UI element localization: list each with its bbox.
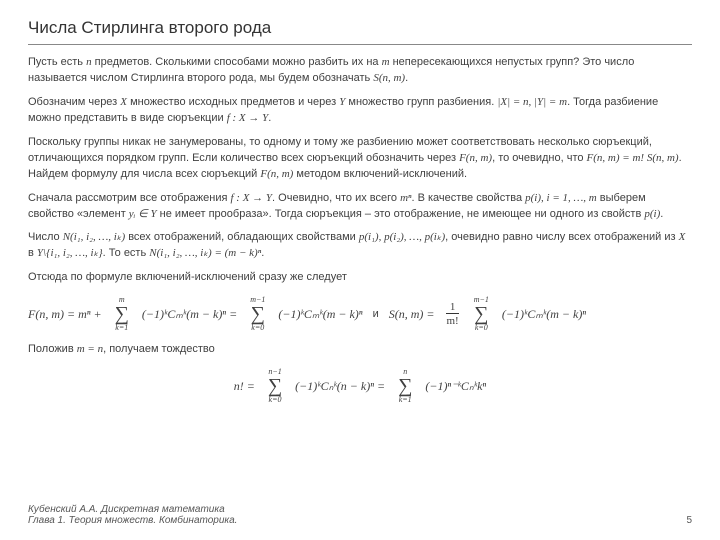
paragraph-4: Сначала рассмотрим все отображения f : X…	[28, 191, 692, 223]
math-Neq: N(i₁, i₂, …, iₖ) = (m − k)ⁿ	[149, 247, 261, 259]
formula-lhs: n! =	[234, 379, 255, 394]
text: Обозначим через	[28, 96, 120, 108]
math-mn: m = n	[77, 343, 103, 355]
paragraph-6: Отсюда по формуле включений-исключений с…	[28, 270, 692, 286]
math-f: f : X → Y	[227, 112, 269, 124]
text: , то очевидно, что	[492, 152, 586, 164]
text: .	[261, 247, 264, 259]
text: не имеет прообраза». Тогда сюръекция – э…	[157, 208, 645, 220]
sigma-icon: m−1 ∑ k=0	[474, 296, 489, 332]
sum-bot: k=0	[475, 324, 488, 332]
math-pi2: p(i)	[644, 208, 660, 220]
math-X: X	[679, 231, 686, 243]
text: методом включений-исключений.	[293, 168, 467, 180]
text: , очевидно равно числу всех отображений …	[445, 231, 678, 243]
slide: Числа Стирлинга второго рода Пусть есть …	[0, 0, 720, 540]
text: всех отображений, обладающих свойствами	[125, 231, 359, 243]
formula-row-1: F(n, m) = mⁿ + m ∑ k=1 (−1)ᵏCₘᵏ(m − k)ⁿ …	[28, 296, 692, 332]
sum-bot: k=0	[251, 324, 264, 332]
paragraph-1: Пусть есть n предметов. Сколькими способ…	[28, 55, 692, 87]
text: Положив	[28, 343, 77, 355]
math-m: m	[382, 56, 390, 68]
footer-author: Кубенский А.А. Дискретная математика	[28, 504, 237, 515]
formula-lhs: S(n, m) =	[389, 307, 435, 322]
text: Сначала рассмотрим все отображения	[28, 192, 230, 204]
text: множество групп разбиения.	[345, 96, 497, 108]
math-card: |X| = n, |Y| = m	[497, 96, 567, 108]
formula-body: (−1)ᵏCₘᵏ(m − k)ⁿ =	[142, 307, 237, 322]
text: . Очевидно, что их всего	[272, 192, 400, 204]
sigma-icon: n−1 ∑ k=0	[268, 368, 282, 404]
math-pi: p(i), i = 1, …, m	[525, 192, 597, 204]
footer-chapter: Глава 1. Теория множеств. Комбинаторика.	[28, 515, 237, 526]
frac-num: 1	[450, 301, 456, 313]
text: в	[28, 247, 37, 259]
math-S: S(n, m)	[373, 72, 405, 84]
sigma-icon: n ∑ k=1	[398, 368, 412, 404]
math-eq: F(n, m) = m! S(n, m)	[587, 152, 679, 164]
math-yi: yᵢ ∈ Y	[129, 208, 157, 220]
text: .	[405, 72, 408, 84]
paragraph-7: Положив m = n, получаем тождество	[28, 342, 692, 358]
math-F: F(n, m)	[459, 152, 492, 164]
text: . То есть	[103, 247, 150, 259]
sigma-icon: m−1 ∑ k=0	[250, 296, 265, 332]
paragraph-2: Обозначим через X множество исходных пре…	[28, 95, 692, 127]
text: .	[660, 208, 663, 220]
text: , получаем тождество	[103, 343, 215, 355]
connector-and: и	[373, 308, 379, 320]
math-F2: F(n, m)	[260, 168, 293, 180]
slide-title: Числа Стирлинга второго рода	[28, 18, 692, 45]
sum-bot: k=0	[269, 396, 282, 404]
math-N: N(i₁, i₂, …, iₖ)	[63, 231, 125, 243]
fraction: 1 m!	[446, 301, 458, 327]
math-X: X	[120, 96, 127, 108]
text: Пусть есть	[28, 56, 86, 68]
frac-den: m!	[446, 313, 458, 327]
text: .	[268, 112, 271, 124]
math-props: p(i₁), p(i₂), …, p(iₖ)	[359, 231, 445, 243]
paragraph-5: Число N(i₁, i₂, …, iₖ) всех отображений,…	[28, 230, 692, 262]
formula-body: (−1)ᵏCₙᵏ(n − k)ⁿ =	[295, 379, 385, 394]
sigma-icon: m ∑ k=1	[115, 296, 129, 332]
text: предметов. Сколькими способами можно раз…	[92, 56, 382, 68]
math-f: f : X → Y	[230, 192, 272, 204]
formula-body: (−1)ᵏCₘᵏ(m − k)ⁿ	[502, 307, 586, 322]
sum-bot: k=1	[399, 396, 412, 404]
formula-body: (−1)ᵏCₘᵏ(m − k)ⁿ	[278, 307, 362, 322]
sum-bot: k=1	[115, 324, 128, 332]
math-mn: mⁿ	[400, 192, 411, 204]
text: . В качестве свойства	[412, 192, 526, 204]
formula-body: (−1)ⁿ⁻ᵏCₙᵏkⁿ	[425, 379, 486, 394]
math-Yset: Y\{i₁, i₂, …, iₖ}	[37, 247, 103, 259]
formula-lhs: F(n, m) = mⁿ +	[28, 307, 102, 322]
text: Число	[28, 231, 63, 243]
page-number: 5	[686, 515, 692, 526]
footer: Кубенский А.А. Дискретная математика Гла…	[28, 504, 692, 526]
paragraph-3: Поскольку группы никак не занумерованы, …	[28, 135, 692, 183]
formula-row-2: n! = n−1 ∑ k=0 (−1)ᵏCₙᵏ(n − k)ⁿ = n ∑ k=…	[28, 368, 692, 404]
text: множество исходных предметов и через	[127, 96, 339, 108]
footer-text: Кубенский А.А. Дискретная математика Гла…	[28, 504, 237, 526]
